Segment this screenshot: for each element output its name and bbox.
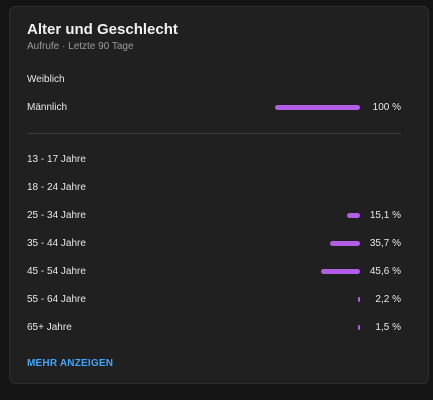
row-label: 13 - 17 Jahre bbox=[27, 154, 86, 165]
row-label: 55 - 64 Jahre bbox=[27, 294, 86, 305]
age-row-18-24: 18 - 24 Jahre bbox=[27, 181, 401, 195]
row-bar bbox=[275, 105, 360, 110]
row-bar bbox=[358, 297, 360, 302]
row-label: 65+ Jahre bbox=[27, 322, 72, 333]
age-row-45-54: 45 - 54 Jahre 45,6 % bbox=[27, 265, 401, 279]
age-row-35-44: 35 - 44 Jahre 35,7 % bbox=[27, 237, 401, 251]
age-row-25-34: 25 - 34 Jahre 15,1 % bbox=[27, 209, 401, 223]
row-value: 1,5 % bbox=[375, 322, 401, 333]
row-label: 45 - 54 Jahre bbox=[27, 266, 86, 277]
row-bar bbox=[347, 213, 360, 218]
age-row-13-17: 13 - 17 Jahre bbox=[27, 153, 401, 167]
row-value: 35,7 % bbox=[369, 238, 401, 249]
divider bbox=[27, 133, 401, 134]
age-row-55-64: 55 - 64 Jahre 2,2 % bbox=[27, 293, 401, 307]
row-value: 15,1 % bbox=[369, 210, 401, 221]
row-value: 2,2 % bbox=[375, 294, 401, 305]
row-label: Männlich bbox=[27, 102, 68, 113]
age-gender-card: Alter und Geschlecht Aufrufe · Letzte 90… bbox=[9, 6, 429, 384]
row-bar bbox=[330, 241, 360, 246]
card-subtitle: Aufrufe · Letzte 90 Tage bbox=[27, 41, 134, 52]
gender-row-female: Weiblich bbox=[27, 73, 401, 87]
show-more-link[interactable]: MEHR ANZEIGEN bbox=[27, 358, 114, 369]
row-value: 45,6 % bbox=[369, 266, 401, 277]
row-value: 100 % bbox=[372, 102, 401, 113]
row-label: 25 - 34 Jahre bbox=[27, 210, 86, 221]
row-bar bbox=[321, 269, 360, 274]
age-row-65-plus: 65+ Jahre 1,5 % bbox=[27, 321, 401, 335]
gender-row-male: Männlich 100 % bbox=[27, 101, 401, 115]
card-title: Alter und Geschlecht bbox=[27, 21, 178, 38]
row-label: Weiblich bbox=[27, 74, 65, 85]
row-bar bbox=[358, 325, 360, 330]
row-label: 18 - 24 Jahre bbox=[27, 182, 86, 193]
row-label: 35 - 44 Jahre bbox=[27, 238, 86, 249]
